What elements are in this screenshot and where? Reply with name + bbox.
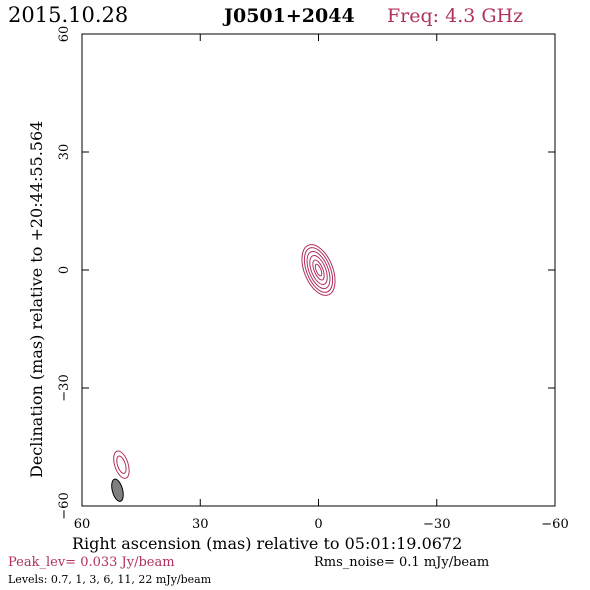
peak-level: Peak_lev= 0.033 Jy/beam	[8, 555, 175, 570]
contour-group	[111, 244, 336, 502]
main-component-contour	[303, 247, 334, 293]
beam-ellipse	[111, 478, 124, 502]
y-tick-label: 60	[57, 26, 72, 43]
axis-ticks	[81, 33, 556, 507]
x-tick-label: −30	[423, 517, 450, 532]
rms-noise: Rms_noise= 0.1 mJy/beam	[314, 555, 489, 570]
contour-levels: Levels: 0.7, 1, 3, 6, 11, 22 mJy/beam	[8, 573, 212, 586]
x-tick-label: 60	[74, 517, 91, 532]
main-component-contour	[301, 244, 336, 296]
main-component-contour	[312, 259, 325, 281]
secondary-component-contour	[116, 455, 127, 474]
x-tick-label: −60	[541, 517, 568, 532]
y-tick-label: −60	[57, 492, 72, 519]
y-tick-label: 30	[57, 144, 72, 161]
y-axis-label: Declination (mas) relative to +20:44:55.…	[27, 121, 46, 478]
x-axis-label: Right ascension (mas) relative to 05:01:…	[72, 534, 462, 553]
y-tick-label: 0	[57, 266, 72, 274]
main-component-contour	[306, 250, 331, 290]
y-tick-label: −30	[57, 374, 72, 401]
main-component-contour	[309, 255, 328, 285]
x-tick-label: 30	[192, 517, 209, 532]
main-component-contour	[314, 263, 323, 277]
frequency-label: Freq: 4.3 GHz	[387, 5, 523, 27]
source-name: J0501+2044	[222, 5, 355, 27]
observation-date: 2015.10.28	[8, 3, 128, 27]
plot-frame	[81, 33, 556, 507]
x-tick-label: 0	[314, 517, 322, 532]
secondary-component-contour	[113, 450, 130, 479]
